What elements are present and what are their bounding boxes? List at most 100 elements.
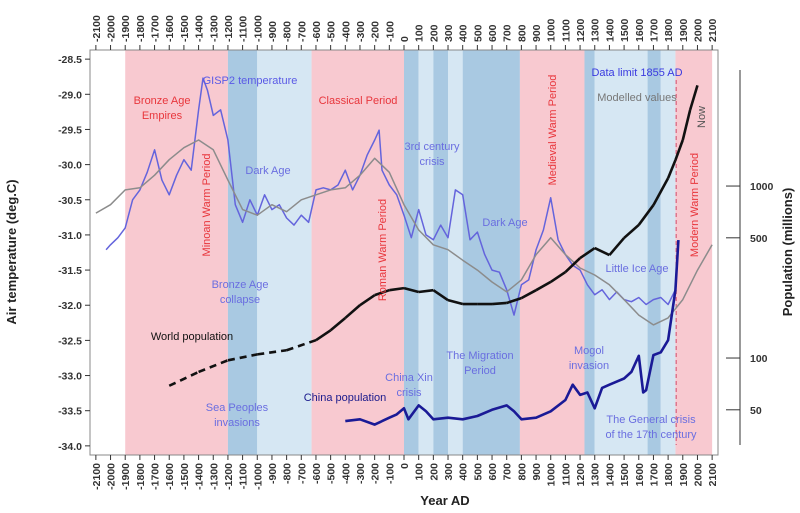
x-tick-label-top: -2000: [106, 15, 118, 42]
x-tick-label: 0: [399, 463, 411, 469]
y2-tick-label: 50: [750, 405, 762, 417]
series-segment: [674, 139, 685, 161]
series-segment: [688, 84, 699, 111]
series-segment: [681, 109, 692, 141]
x-tick-label: -200: [370, 463, 382, 484]
y-tick-label: -33.0: [58, 371, 82, 383]
x-tick-label: -500: [326, 463, 338, 484]
series-segment: [564, 257, 581, 274]
x-tick-label-top: 0: [399, 36, 411, 42]
series-segment: [374, 288, 390, 297]
period-band: [311, 50, 404, 455]
annotation: Period: [464, 365, 496, 377]
period-band: [462, 50, 520, 455]
annotation: Little Ice Age: [606, 263, 669, 275]
series-segment: [535, 280, 552, 292]
annotation: Modelled values: [597, 92, 677, 104]
x-tick-label-top: 900: [531, 24, 543, 42]
annotation: Medieval Warm Period: [547, 75, 559, 186]
annotation: Bronze Age: [212, 279, 269, 291]
y-tick-label: -34.0: [58, 441, 82, 453]
y2-axis-label: Population (millions): [780, 188, 795, 317]
x-tick-label: 1600: [634, 463, 646, 487]
x-tick-label-top: -1400: [194, 15, 206, 42]
x-tick-label-top: 700: [502, 24, 514, 42]
x-tick-label: 1000: [546, 463, 558, 487]
x-tick-label-top: 1600: [634, 18, 646, 42]
annotation: collapse: [220, 294, 260, 306]
x-tick-label-top: -800: [282, 21, 294, 42]
annotation: invasions: [214, 417, 260, 429]
x-tick-label-top: -200: [370, 21, 382, 42]
x-tick-label: 600: [487, 463, 499, 481]
x-tick-label-top: 1400: [604, 18, 616, 42]
series-segment: [579, 246, 596, 260]
x-tick-label-top: -500: [326, 21, 338, 42]
period-band: [125, 50, 228, 455]
annotation: GISP2 temperature: [203, 75, 298, 87]
series-segment: [594, 246, 610, 257]
series-segment: [359, 294, 376, 307]
x-tick-label-top: 1200: [575, 18, 587, 42]
annotation: The Migration: [446, 350, 513, 362]
period-band: [257, 50, 312, 455]
annotation: crisis: [396, 387, 422, 399]
x-tick-label-top: 1500: [619, 18, 631, 42]
series-segment: [637, 204, 655, 226]
x-tick-label-top: -100: [384, 21, 396, 42]
x-tick-label: 2000: [692, 463, 704, 487]
x-tick-label: 1700: [648, 463, 660, 487]
x-tick-label: 200: [428, 463, 440, 481]
y-tick-label: -31.0: [58, 230, 82, 242]
x-tick-label: -1800: [135, 463, 147, 490]
series-segment: [168, 370, 200, 387]
x-tick-label-top: -900: [267, 21, 279, 42]
x-tick-label-top: 1300: [590, 18, 602, 42]
x-tick-label: -600: [311, 463, 323, 484]
x-tick-label: -2000: [106, 463, 118, 490]
x-tick-label: -1400: [194, 463, 206, 490]
annotation: China Xin: [385, 372, 433, 384]
series-segment: [608, 237, 626, 256]
x-tick-label-top: 1800: [663, 18, 675, 42]
x-tick-label: -700: [296, 463, 308, 484]
series-segment: [329, 316, 347, 332]
annotation: of the 17th century: [605, 429, 697, 441]
y-tick-label: -30.0: [58, 160, 82, 172]
x-tick-label: -400: [340, 463, 352, 484]
annotation: crisis: [419, 156, 445, 168]
x-tick-label-top: -700: [296, 21, 308, 42]
series-segment: [198, 359, 229, 374]
x-tick-label-top: -1200: [223, 15, 235, 42]
x-tick-label-top: 800: [516, 24, 528, 42]
x-tick-label-top: -1600: [164, 15, 176, 42]
x-tick-label-top: -300: [355, 21, 367, 42]
period-band: [647, 50, 661, 455]
annotation: Dark Age: [482, 217, 527, 229]
y-tick-label: -33.5: [58, 406, 82, 418]
series-segment: [418, 288, 434, 294]
series-segment: [432, 289, 449, 302]
x-tick-label: 1500: [619, 463, 631, 487]
x-tick-label: 500: [472, 463, 484, 481]
x-tick-label-top: 1100: [560, 19, 572, 42]
period-band: [227, 50, 258, 455]
x-axis-label: Year AD: [420, 493, 469, 508]
y-tick-label: -30.5: [58, 195, 82, 207]
annotation: China population: [304, 392, 387, 404]
series-segment: [623, 223, 640, 239]
annotation: Dark Age: [245, 165, 290, 177]
annotation: Classical Period: [319, 95, 398, 107]
annotation: Modern Warm Period: [689, 153, 701, 257]
x-tick-label: -1700: [150, 463, 162, 490]
series-segment: [520, 289, 537, 300]
x-tick-label-top: -1100: [238, 16, 250, 42]
series-segment: [257, 348, 287, 356]
series-segment: [389, 286, 405, 292]
x-tick-label: 700: [502, 463, 514, 481]
period-band: [448, 50, 463, 455]
y2-tick-label: 500: [750, 233, 768, 245]
period-band: [418, 50, 434, 455]
x-tick-label: 1400: [604, 463, 616, 487]
x-tick-label-top: -2100: [91, 15, 103, 42]
